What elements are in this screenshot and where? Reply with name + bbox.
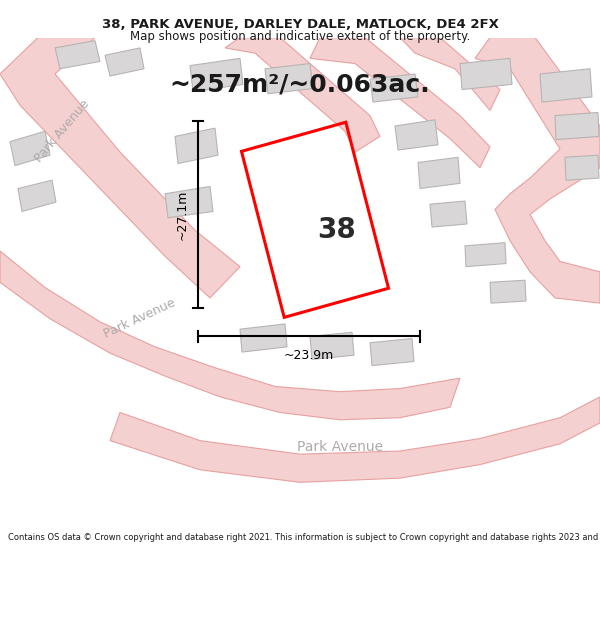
- Polygon shape: [18, 180, 56, 211]
- Text: ~27.1m: ~27.1m: [176, 189, 188, 240]
- Polygon shape: [310, 38, 490, 168]
- Polygon shape: [465, 242, 506, 267]
- Polygon shape: [490, 280, 526, 303]
- Polygon shape: [110, 397, 600, 482]
- Polygon shape: [265, 64, 313, 94]
- Polygon shape: [0, 38, 240, 298]
- Polygon shape: [395, 120, 438, 150]
- Text: Park Avenue: Park Avenue: [102, 296, 178, 341]
- Polygon shape: [175, 128, 218, 164]
- Polygon shape: [165, 186, 213, 218]
- Text: Park Avenue: Park Avenue: [297, 440, 383, 454]
- Polygon shape: [540, 69, 592, 102]
- Polygon shape: [418, 158, 460, 189]
- Text: Map shows position and indicative extent of the property.: Map shows position and indicative extent…: [130, 30, 470, 43]
- Text: Contains OS data © Crown copyright and database right 2021. This information is : Contains OS data © Crown copyright and d…: [8, 532, 600, 541]
- Polygon shape: [565, 155, 599, 180]
- Polygon shape: [240, 324, 287, 352]
- Text: ~23.9m: ~23.9m: [284, 349, 334, 362]
- Polygon shape: [10, 131, 50, 166]
- Polygon shape: [370, 74, 418, 102]
- Polygon shape: [555, 112, 599, 139]
- Polygon shape: [225, 38, 380, 152]
- Polygon shape: [55, 41, 100, 69]
- Polygon shape: [310, 332, 354, 359]
- Polygon shape: [400, 38, 500, 111]
- Polygon shape: [460, 58, 512, 89]
- Polygon shape: [370, 339, 414, 366]
- Polygon shape: [0, 251, 460, 420]
- Polygon shape: [190, 58, 243, 92]
- Text: 38, PARK AVENUE, DARLEY DALE, MATLOCK, DE4 2FX: 38, PARK AVENUE, DARLEY DALE, MATLOCK, D…: [101, 18, 499, 31]
- Text: ~257m²/~0.063ac.: ~257m²/~0.063ac.: [170, 72, 430, 96]
- Text: Park Avenue: Park Avenue: [32, 98, 92, 165]
- Polygon shape: [105, 48, 144, 76]
- Text: 38: 38: [317, 216, 356, 244]
- Polygon shape: [475, 38, 600, 303]
- Polygon shape: [430, 201, 467, 227]
